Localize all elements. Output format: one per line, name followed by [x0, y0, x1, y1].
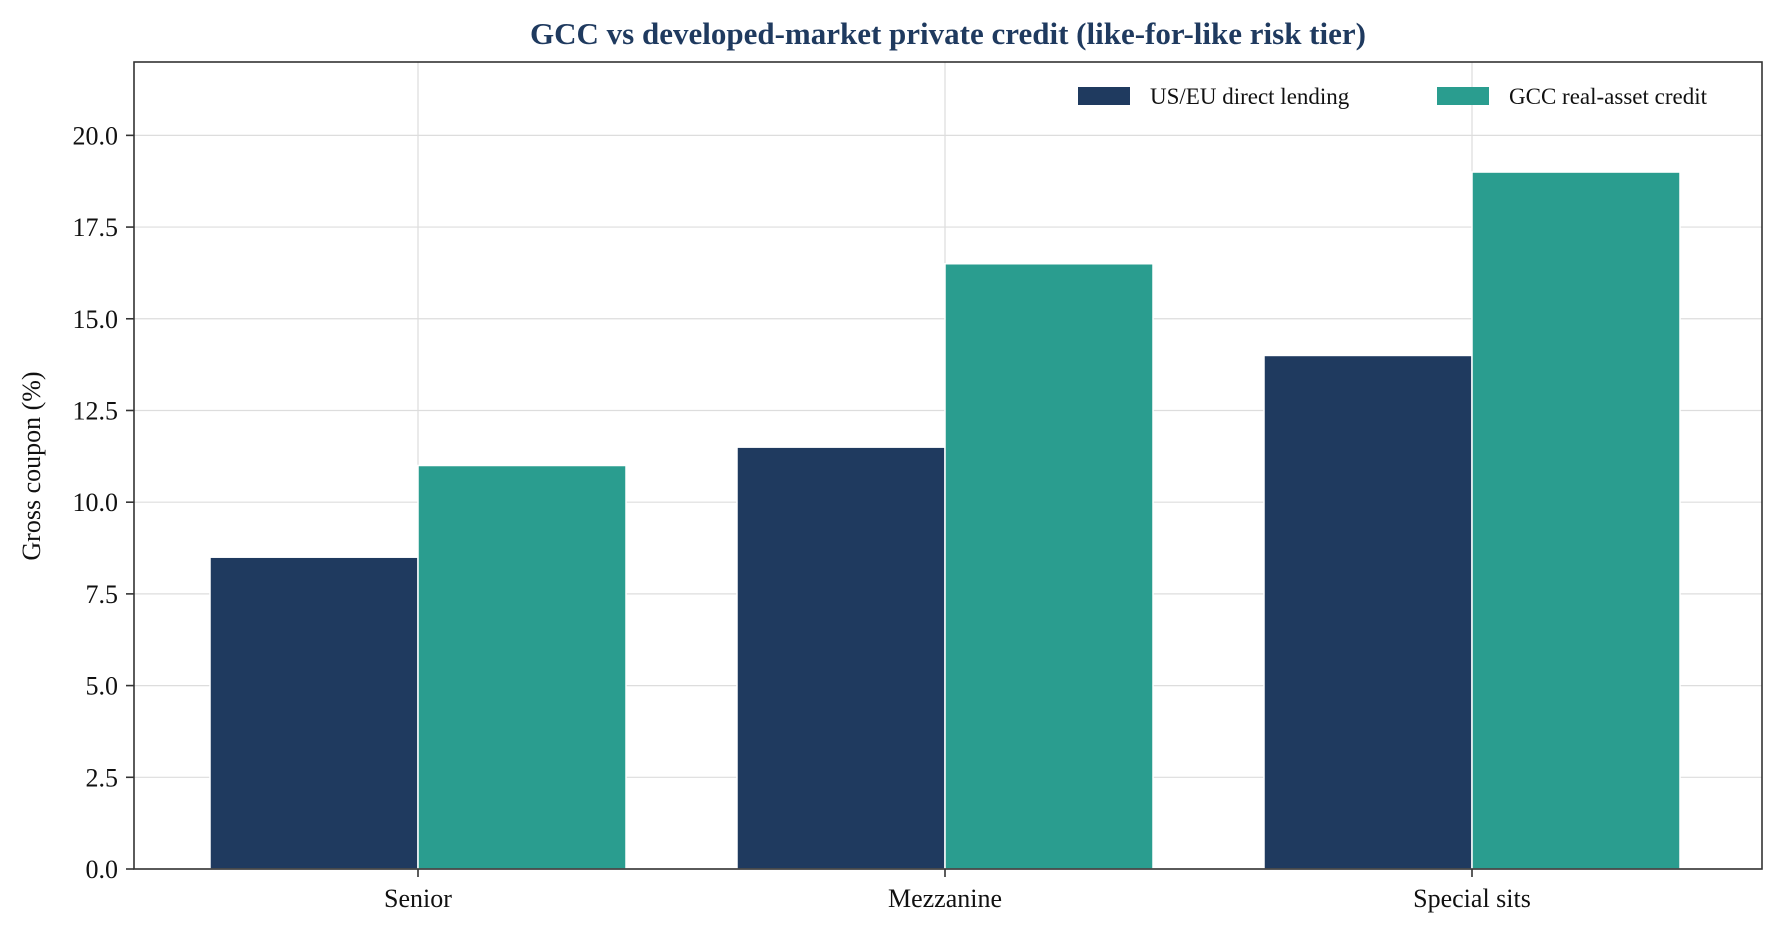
legend: US/EU direct lending GCC real-asset credi… — [1078, 84, 1708, 109]
bar-gcc-senior — [417, 464, 627, 870]
legend-swatch — [1078, 87, 1130, 105]
bar-us-eu-special-sits — [1263, 354, 1473, 870]
bars — [209, 171, 1681, 870]
x-axis: Senior Mezzanine Special sits — [384, 869, 1531, 913]
legend-label: GCC real-asset credit — [1509, 84, 1708, 109]
y-axis: 0.0 2.5 5.0 7.5 10.0 12.5 15.0 17.5 20.0 — [73, 121, 134, 884]
plot-frame — [133, 61, 1763, 870]
y-tick-label: 7.5 — [86, 580, 119, 609]
legend-label: US/EU direct lending — [1150, 84, 1350, 109]
y-tick-label: 10.0 — [73, 488, 119, 517]
bar-gcc-special-sits — [1471, 171, 1681, 870]
y-tick-label: 20.0 — [73, 121, 119, 150]
bar-us-eu-mezzanine — [736, 446, 946, 870]
y-tick-label: 2.5 — [86, 763, 119, 792]
bar-gcc-mezzanine — [944, 263, 1154, 870]
x-tick-label: Mezzanine — [888, 884, 1002, 913]
chart-title: GCC vs developed-market private credit (… — [530, 16, 1366, 51]
y-axis-label: Gross coupon (%) — [17, 371, 46, 560]
y-tick-label: 17.5 — [73, 213, 119, 242]
y-tick-label: 0.0 — [86, 855, 119, 884]
x-tick-label: Special sits — [1413, 884, 1531, 913]
y-tick-label: 15.0 — [73, 305, 119, 334]
y-tick-label: 5.0 — [86, 672, 119, 701]
y-tick-label: 12.5 — [73, 396, 119, 425]
legend-swatch — [1437, 87, 1489, 105]
bar-us-eu-senior — [209, 556, 419, 870]
x-tick-label: Senior — [384, 884, 452, 913]
